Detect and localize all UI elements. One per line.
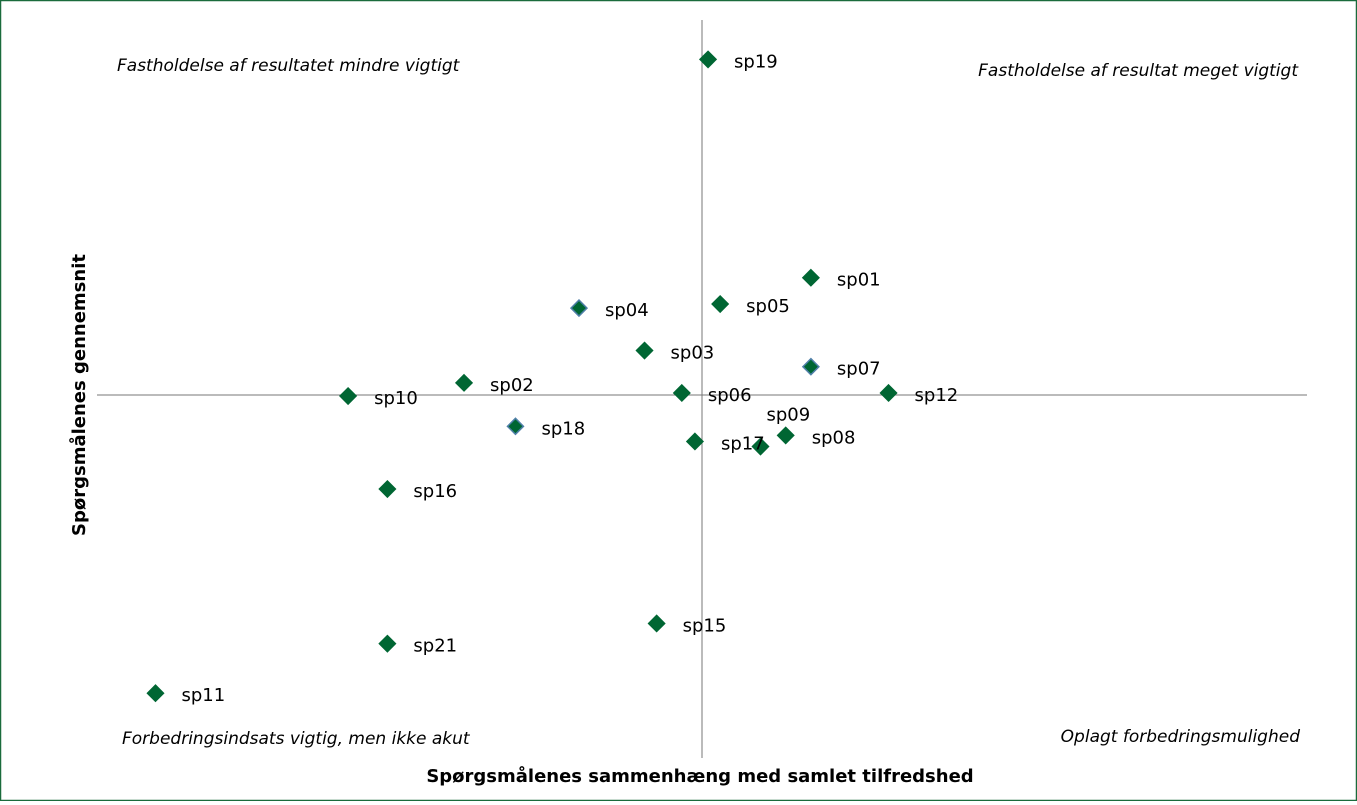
point-label: sp09 bbox=[766, 405, 810, 426]
point-label: sp02 bbox=[490, 375, 534, 396]
point bbox=[454, 373, 474, 392]
point bbox=[339, 386, 358, 406]
point-label: sp07 bbox=[837, 359, 881, 380]
point-label: sp19 bbox=[734, 51, 778, 72]
point-label: sp11 bbox=[181, 685, 225, 706]
point bbox=[569, 299, 589, 318]
quadrant-label: Fastholdelse af resultatet mindre vigtig… bbox=[117, 56, 461, 76]
point-label: sp08 bbox=[812, 427, 856, 448]
point-label: sp01 bbox=[837, 270, 881, 291]
y-axis-title: Spørgsmålenes gennemsnit bbox=[68, 254, 90, 536]
point bbox=[776, 426, 795, 445]
quadrant-label: Forbedringsindsats vigtig, men ikke akut bbox=[122, 729, 471, 749]
point-label: sp05 bbox=[746, 296, 790, 317]
point bbox=[801, 268, 820, 287]
point bbox=[685, 432, 705, 451]
point-label: sp18 bbox=[541, 418, 585, 439]
point bbox=[801, 357, 820, 376]
point-label: sp12 bbox=[915, 385, 959, 406]
point-label: sp03 bbox=[671, 343, 715, 364]
point bbox=[378, 634, 397, 653]
point-label: sp21 bbox=[413, 636, 457, 657]
x-axis-title: Spørgsmålenes sammenhæng med samlet tilf… bbox=[426, 765, 973, 787]
point-label: sp10 bbox=[374, 388, 418, 409]
point bbox=[711, 294, 730, 314]
point-label: sp17 bbox=[721, 433, 765, 454]
point bbox=[146, 684, 165, 703]
point-label: sp06 bbox=[708, 385, 752, 406]
point-label: sp16 bbox=[413, 481, 457, 502]
point-label: sp04 bbox=[605, 300, 649, 321]
point bbox=[672, 383, 691, 403]
point-label: sp15 bbox=[683, 615, 727, 636]
quadrant-label: Fastholdelse af resultat meget vigtigt bbox=[978, 61, 1299, 81]
point bbox=[647, 614, 666, 633]
point bbox=[378, 479, 397, 499]
point bbox=[506, 417, 525, 436]
point bbox=[635, 341, 654, 360]
quadrant-label: Oplagt forbedringsmulighed bbox=[1061, 727, 1301, 747]
point bbox=[879, 383, 898, 403]
point bbox=[751, 437, 770, 456]
point bbox=[698, 50, 718, 69]
